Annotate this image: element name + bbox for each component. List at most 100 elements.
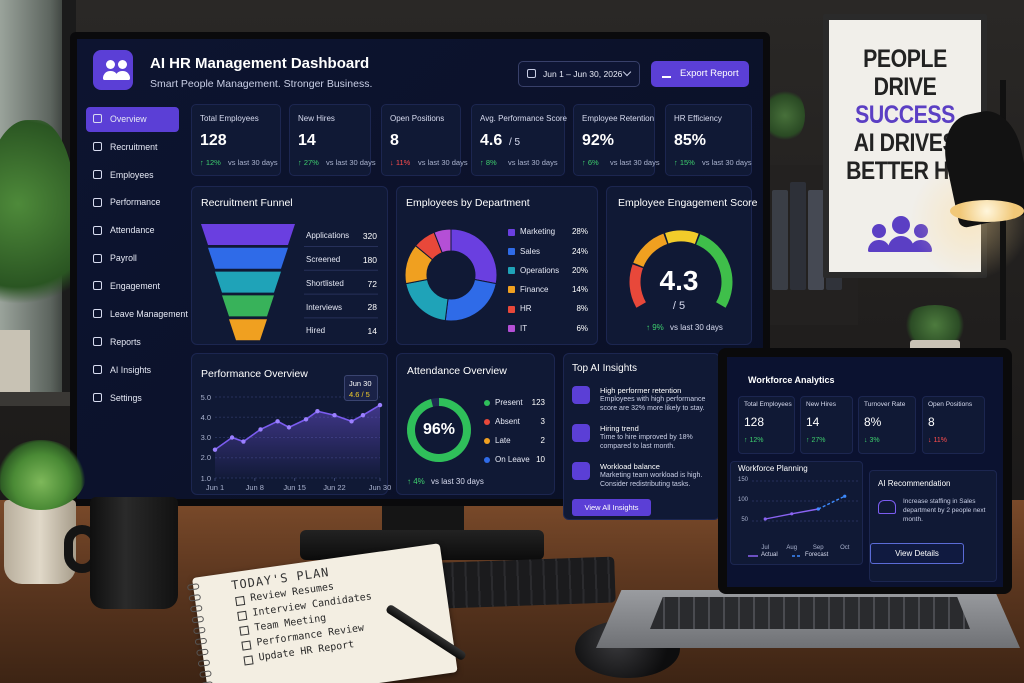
kpi-label: Total Employees	[200, 114, 259, 124]
spiral	[196, 648, 209, 657]
panel	[191, 186, 388, 345]
date-picker[interactable]	[518, 61, 640, 87]
rec-button[interactable]	[870, 543, 964, 564]
panel-title: Performance Overview	[201, 367, 308, 380]
y-tick-label: 5.0	[200, 392, 211, 402]
attendance-value: 3	[540, 417, 545, 427]
funnel-label: Interviews	[306, 302, 343, 312]
kpi-change: ↑ 12%	[200, 157, 221, 167]
x-tick-label: Oct	[840, 545, 850, 551]
legend-value: 28%	[571, 227, 588, 237]
kpi-note: vs last 30 days	[508, 157, 558, 167]
checkbox	[235, 595, 246, 607]
x-tick-label: Jun 1	[205, 483, 225, 492]
legend-swatch	[508, 325, 515, 332]
kpi-change: ↓ 11%	[390, 157, 411, 167]
kpi-change: ↑ 27%	[298, 157, 319, 167]
nav-item[interactable]: Payroll	[110, 253, 137, 264]
x-tick-label: Jun 15	[283, 483, 306, 492]
x-tick-label: Aug	[786, 545, 798, 551]
kpi-card	[289, 104, 371, 176]
kpi-note: vs last 30 days	[418, 157, 468, 167]
nav-item[interactable]: Attendance	[110, 225, 155, 236]
nav-icon[interactable]	[93, 393, 102, 402]
laptop-title: Workforce Analytics	[748, 374, 835, 385]
nav-icon[interactable]	[93, 253, 102, 263]
x-tick-label: Jul	[761, 545, 770, 551]
legend-value: 14%	[571, 285, 588, 295]
engagement-note: vs last 30 days	[670, 323, 723, 333]
legend-name: Marketing	[520, 227, 556, 237]
poster-icon-body	[868, 240, 890, 252]
tooltip	[344, 375, 378, 401]
kpi-value: 4.6	[480, 132, 503, 150]
laptop-keys	[650, 597, 970, 629]
tooltip-date: Jun 30	[349, 378, 372, 388]
kpi-note: vs last 30 days	[610, 157, 660, 167]
nav-icon[interactable]	[93, 365, 102, 375]
legend-swatch	[508, 286, 515, 294]
binder	[790, 182, 806, 290]
funnel-label: Shortlisted	[306, 278, 344, 288]
date-range: Jun 1 – Jun 30, 2026	[543, 68, 623, 79]
poster-line: BETTER HR	[846, 157, 964, 185]
kpi-change: ↑ 8%	[480, 157, 497, 167]
nav-item[interactable]: Reports	[110, 336, 141, 347]
attendance-value: 123	[531, 398, 545, 408]
nav-icon[interactable]	[93, 281, 102, 291]
logo-body	[103, 71, 118, 80]
y-tick-label: 1.0	[200, 473, 211, 483]
insight-title: Hiring trend	[600, 423, 639, 433]
legend-dot	[484, 400, 490, 406]
attendance-name: Late	[495, 436, 511, 446]
nav-item[interactable]: Employees	[110, 169, 154, 180]
nav-icon[interactable]	[93, 225, 102, 235]
nav-item[interactable]: Engagement	[110, 281, 160, 292]
laptop-kpi-label: New Hires	[806, 401, 836, 409]
rec-button-label: View Details	[895, 549, 939, 558]
laptop-kpi-label: Open Positions	[928, 401, 973, 409]
funnel-value: 320	[362, 230, 377, 241]
legend-name: HR	[520, 304, 532, 314]
nav-item[interactable]: Recruitment	[110, 141, 158, 152]
funnel-label: Screened	[306, 255, 341, 264]
nav-item[interactable]: Settings	[110, 392, 142, 403]
panel-title: Top AI Insights	[572, 363, 638, 374]
y-tick-label: 2.0	[200, 453, 211, 463]
export-button[interactable]	[651, 61, 749, 87]
legend-label: Forecast	[805, 552, 829, 559]
nav-icon[interactable]	[93, 197, 102, 207]
panel-title: Employee Engagement Score	[618, 196, 758, 209]
nav-icon[interactable]	[93, 114, 102, 123]
poster-icon-head	[892, 216, 910, 234]
legend-dot	[484, 457, 490, 463]
kpi-label: Avg. Performance Score	[480, 114, 568, 124]
nav-item[interactable]: Leave Management	[110, 309, 188, 320]
nav-icon[interactable]	[93, 169, 102, 179]
shelf-plant	[765, 88, 805, 143]
kpi-note: vs last 30 days	[326, 157, 376, 167]
nav-item[interactable]: Performance	[110, 197, 161, 208]
attendance-name: On Leave	[495, 455, 530, 465]
y-tick-label: 150	[737, 477, 748, 484]
spiral	[191, 615, 205, 624]
nav-icon[interactable]	[93, 337, 102, 347]
panel-title: Employees by Department	[406, 196, 530, 209]
poster-line: AI DRIVES	[853, 129, 957, 157]
kpi-label: HR Efficiency	[674, 114, 722, 124]
nav-icon[interactable]	[93, 309, 102, 319]
legend-swatch	[508, 247, 515, 255]
insights-button-label: View All Insights	[584, 503, 639, 512]
laptop-kpi-change: ↑ 12%	[744, 436, 764, 444]
laptop-kpi-change: ↓ 11%	[928, 436, 947, 444]
nav-icon[interactable]	[93, 141, 102, 151]
checkbox	[239, 625, 250, 636]
insights-button[interactable]	[572, 499, 651, 516]
laptop-kpi-card	[922, 396, 985, 454]
plant-pot-back	[0, 330, 30, 395]
laptop-kpi-value: 14	[806, 414, 820, 429]
poster-icon-body	[888, 236, 914, 252]
nav-item[interactable]: Overview	[110, 113, 147, 124]
nav-item[interactable]: AI Insights	[110, 364, 152, 375]
